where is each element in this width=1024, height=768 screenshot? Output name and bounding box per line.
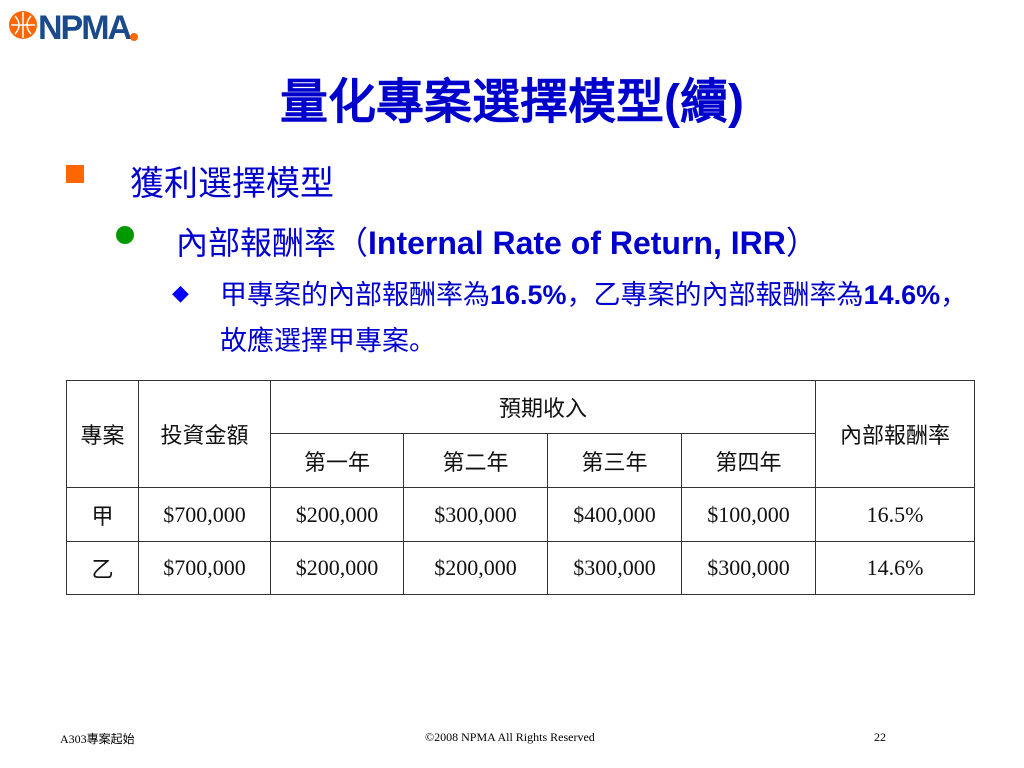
table-row: 乙 $700,000 $200,000 $200,000 $300,000 $3… [66, 541, 975, 595]
text: ，故應選擇甲專案。 [220, 280, 968, 356]
header-project: 專案 [66, 380, 139, 488]
header-expected: 預期收入 [270, 380, 816, 434]
svg-text:NPMA: NPMA [38, 9, 132, 42]
text: 甲專案的內部報酬率為 [220, 280, 490, 310]
text: ，乙專案的內部報酬率為 [566, 280, 864, 310]
cell-income: $300,000 [403, 487, 548, 542]
bullet-level2: 內部報酬率（Internal Rate of Return, IRR） [176, 218, 818, 264]
cell-income: $100,000 [681, 487, 816, 542]
irr-en: Internal Rate of Return, IRR [368, 225, 786, 261]
cell-income: $200,000 [403, 541, 548, 595]
slide-title: 量化專案選擇模型(續) [280, 76, 744, 129]
cell-income: $200,000 [270, 541, 404, 595]
header-year: 第四年 [681, 433, 816, 488]
irr-zh: 內部報酬率（ [176, 225, 369, 261]
cell-project: 甲 [66, 487, 139, 542]
header-year: 第一年 [270, 433, 404, 488]
bullet-level3: 甲專案的內部報酬率為16.5%，乙專案的內部報酬率為14.6%，故應選擇甲專案。 [220, 272, 980, 364]
table-row: 甲 $700,000 $200,000 $300,000 $400,000 $1… [66, 487, 975, 542]
value-a: 16.5% [490, 280, 567, 310]
header-year: 第二年 [403, 433, 548, 488]
header-irr: 內部報酬率 [815, 380, 975, 488]
cell-income: $200,000 [270, 487, 404, 542]
cell-income: $300,000 [547, 541, 682, 595]
cell-irr: 14.6% [815, 541, 975, 595]
circle-bullet-icon [116, 226, 134, 244]
cell-irr: 16.5% [815, 487, 975, 542]
value-b: 14.6% [863, 280, 941, 310]
cell-investment: $700,000 [138, 541, 271, 595]
footer-copyright: ©2008 NPMA All Rights Reserved [425, 730, 595, 744]
page-number: 22 [874, 730, 886, 744]
cell-investment: $700,000 [138, 487, 271, 542]
footer-left: A303專案起始 [60, 732, 135, 746]
bullet-level1: 獲利選擇模型 [130, 165, 334, 203]
cell-project: 乙 [66, 541, 139, 595]
irr-close: ） [785, 225, 818, 261]
header-year: 第三年 [547, 433, 682, 488]
header-investment: 投資金額 [138, 380, 271, 488]
npma-logo: NPMA [9, 9, 138, 42]
irr-table: 專案 投資金額 預期收入 內部報酬率 第一年 第二年 第三年 第四年 甲 $70… [66, 380, 975, 595]
cell-income: $300,000 [681, 541, 816, 595]
diamond-bullet-icon: ◆ [172, 280, 189, 305]
cell-income: $400,000 [547, 487, 682, 542]
square-bullet-icon [66, 165, 84, 183]
